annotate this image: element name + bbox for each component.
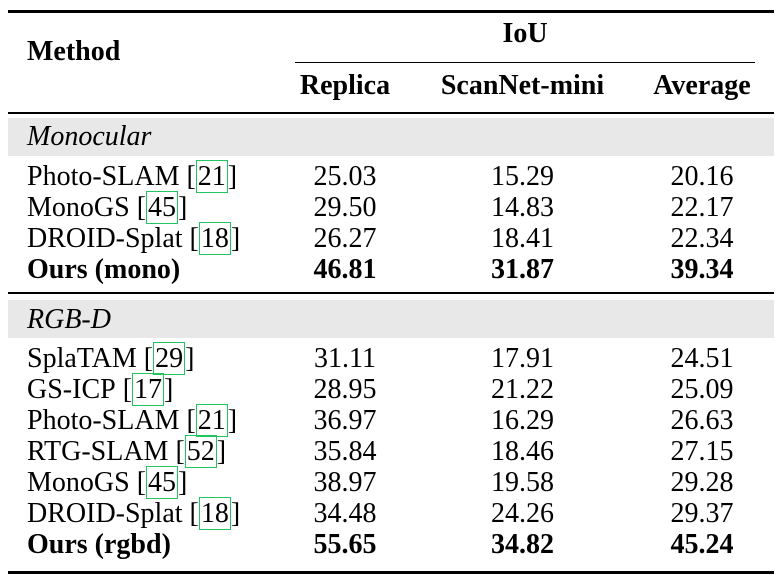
method-name: MonoGS — [27, 192, 130, 223]
citation-link[interactable]: 21 — [195, 160, 228, 193]
citation-link[interactable]: 17 — [132, 373, 165, 406]
method-name: Ours (rgbd) — [27, 529, 171, 560]
table-row: DROID-Splat [18] 34.48 24.26 29.37 — [0, 497, 782, 530]
replica-value: 34.48 — [313, 498, 377, 529]
method-name: Ours (mono) — [27, 254, 181, 285]
citation-link[interactable]: 45 — [146, 191, 179, 224]
method-name: RTG-SLAM — [27, 436, 169, 467]
method-name: DROID-Splat — [27, 223, 183, 254]
replica-value: 38.97 — [313, 467, 377, 498]
col-header-replica: Replica — [299, 70, 391, 101]
table-row: MonoGS [45] 29.50 14.83 22.17 — [0, 191, 782, 224]
replica-value: 26.27 — [313, 223, 377, 254]
method-header: Method — [27, 36, 121, 67]
citation-link[interactable]: 29 — [153, 342, 186, 375]
header-rule — [8, 112, 774, 114]
citation-link[interactable]: 45 — [146, 466, 179, 499]
section-band-rgbd — [8, 300, 774, 338]
method-cell: Photo-SLAM [21] — [27, 160, 238, 193]
average-value: 20.16 — [670, 161, 734, 192]
table-row: DROID-Splat [18] 26.27 18.41 22.34 — [0, 222, 782, 255]
table-row: Photo-SLAM [21] 25.03 15.29 20.16 — [0, 160, 782, 193]
replica-value: 55.65 — [313, 529, 377, 560]
method-name: Photo-SLAM — [27, 405, 180, 436]
table-row: MonoGS [45] 38.97 19.58 29.28 — [0, 466, 782, 499]
replica-value: 46.81 — [313, 254, 377, 285]
method-cell: SplaTAM [29] — [27, 342, 195, 375]
method-name: Photo-SLAM — [27, 161, 180, 192]
table-row: Ours (rgbd) 55.65 34.82 45.24 — [0, 529, 782, 561]
citation-link[interactable]: 21 — [195, 404, 228, 437]
method-name: GS-ICP — [27, 374, 116, 405]
average-value: 22.34 — [670, 223, 734, 254]
average-value: 27.15 — [670, 436, 734, 467]
scannet-mini-value: 18.41 — [491, 223, 554, 254]
replica-value: 28.95 — [313, 374, 377, 405]
replica-value: 29.50 — [313, 192, 377, 223]
scannet-mini-value: 19.58 — [491, 467, 554, 498]
scannet-mini-value: 34.82 — [491, 529, 554, 560]
average-value: 22.17 — [670, 192, 734, 223]
replica-value: 36.97 — [313, 405, 377, 436]
bottom-rule — [8, 571, 774, 574]
average-value: 26.63 — [670, 405, 734, 436]
replica-value: 31.11 — [314, 343, 376, 374]
scannet-mini-value: 15.29 — [491, 161, 554, 192]
section-band-monocular — [8, 118, 774, 156]
average-value: 24.51 — [670, 343, 734, 374]
section-title-monocular: Monocular — [27, 121, 152, 152]
iou-cmidrule — [295, 62, 755, 63]
method-cell: Photo-SLAM [21] — [27, 404, 238, 437]
method-name: SplaTAM — [27, 343, 137, 374]
method-cell: Ours (mono) — [27, 254, 180, 286]
col-header-average: Average — [653, 70, 751, 101]
method-cell: MonoGS [45] — [27, 466, 188, 499]
replica-value: 25.03 — [313, 161, 377, 192]
average-value: 29.37 — [670, 498, 734, 529]
scannet-mini-value: 14.83 — [491, 192, 554, 223]
method-name: MonoGS — [27, 467, 130, 498]
top-rule — [8, 10, 774, 13]
scannet-mini-value: 24.26 — [491, 498, 554, 529]
table-row: SplaTAM [29] 31.11 17.91 24.51 — [0, 342, 782, 375]
method-cell: MonoGS [45] — [27, 191, 188, 224]
method-cell: DROID-Splat [18] — [27, 222, 241, 255]
average-value: 25.09 — [670, 374, 734, 405]
scannet-mini-value: 17.91 — [491, 343, 554, 374]
table-row: Photo-SLAM [21] 36.97 16.29 26.63 — [0, 404, 782, 437]
citation-link[interactable]: 18 — [198, 497, 231, 530]
section-title-rgbd: RGB-D — [27, 304, 111, 335]
average-value: 29.28 — [670, 467, 734, 498]
section-divider-rule — [8, 292, 774, 294]
method-cell: Ours (rgbd) — [27, 529, 171, 561]
method-cell: RTG-SLAM [52] — [27, 435, 227, 468]
replica-value: 35.84 — [313, 436, 377, 467]
citation-link[interactable]: 52 — [184, 435, 217, 468]
scannet-mini-value: 16.29 — [491, 405, 554, 436]
iou-header: IoU — [502, 18, 548, 49]
table-row: RTG-SLAM [52] 35.84 18.46 27.15 — [0, 435, 782, 468]
citation-link[interactable]: 18 — [198, 222, 231, 255]
table-row: Ours (mono) 46.81 31.87 39.34 — [0, 254, 782, 286]
scannet-mini-value: 21.22 — [491, 374, 554, 405]
table-row: GS-ICP [17] 28.95 21.22 25.09 — [0, 373, 782, 406]
method-cell: DROID-Splat [18] — [27, 497, 241, 530]
average-value: 45.24 — [670, 529, 734, 560]
average-value: 39.34 — [670, 254, 734, 285]
method-name: DROID-Splat — [27, 498, 183, 529]
scannet-mini-value: 31.87 — [491, 254, 554, 285]
method-cell: GS-ICP [17] — [27, 373, 174, 406]
scannet-mini-value: 18.46 — [491, 436, 554, 467]
col-header-scannet-mini: ScanNet-mini — [440, 70, 605, 101]
